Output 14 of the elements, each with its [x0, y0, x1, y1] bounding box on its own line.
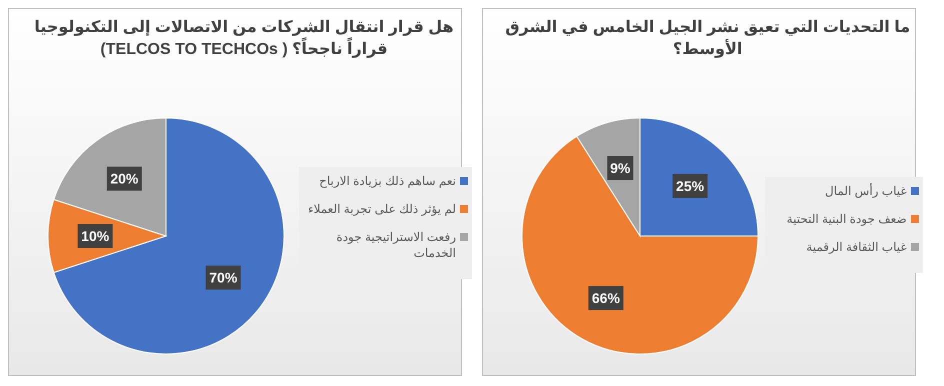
data-label: 70%: [209, 270, 238, 286]
chart-title: هل قرار انتقال الشركات من الاتصالات إلى التكنولوجيا قراراً ناجحاً؟ ( TELCOS TO TECHCOs): [33, 18, 455, 60]
legend-label: رفعت الاستراتيجية جودة الخدمات: [335, 229, 456, 261]
legend-label: غياب الثقافة الرقمية: [806, 239, 907, 255]
legend-label: لم يؤثر ذلك على تجربة العملاء: [308, 201, 456, 217]
data-label: 25%: [676, 178, 704, 194]
data-label: 20%: [110, 170, 139, 187]
data-label: 9%: [610, 160, 631, 176]
data-label: 66%: [592, 290, 620, 306]
legend-label: غياب رأس المال: [825, 183, 907, 199]
legend-label: ضعف جودة البنية التحتية: [786, 211, 907, 227]
data-label: 10%: [81, 228, 110, 244]
legend-label: نعم ساهم ذلك بزيادة الارباح: [319, 173, 456, 189]
chart-title: ما التحديات التي تعيق نشر الجيل الخامس في الشرق الأوسط؟: [504, 18, 912, 60]
